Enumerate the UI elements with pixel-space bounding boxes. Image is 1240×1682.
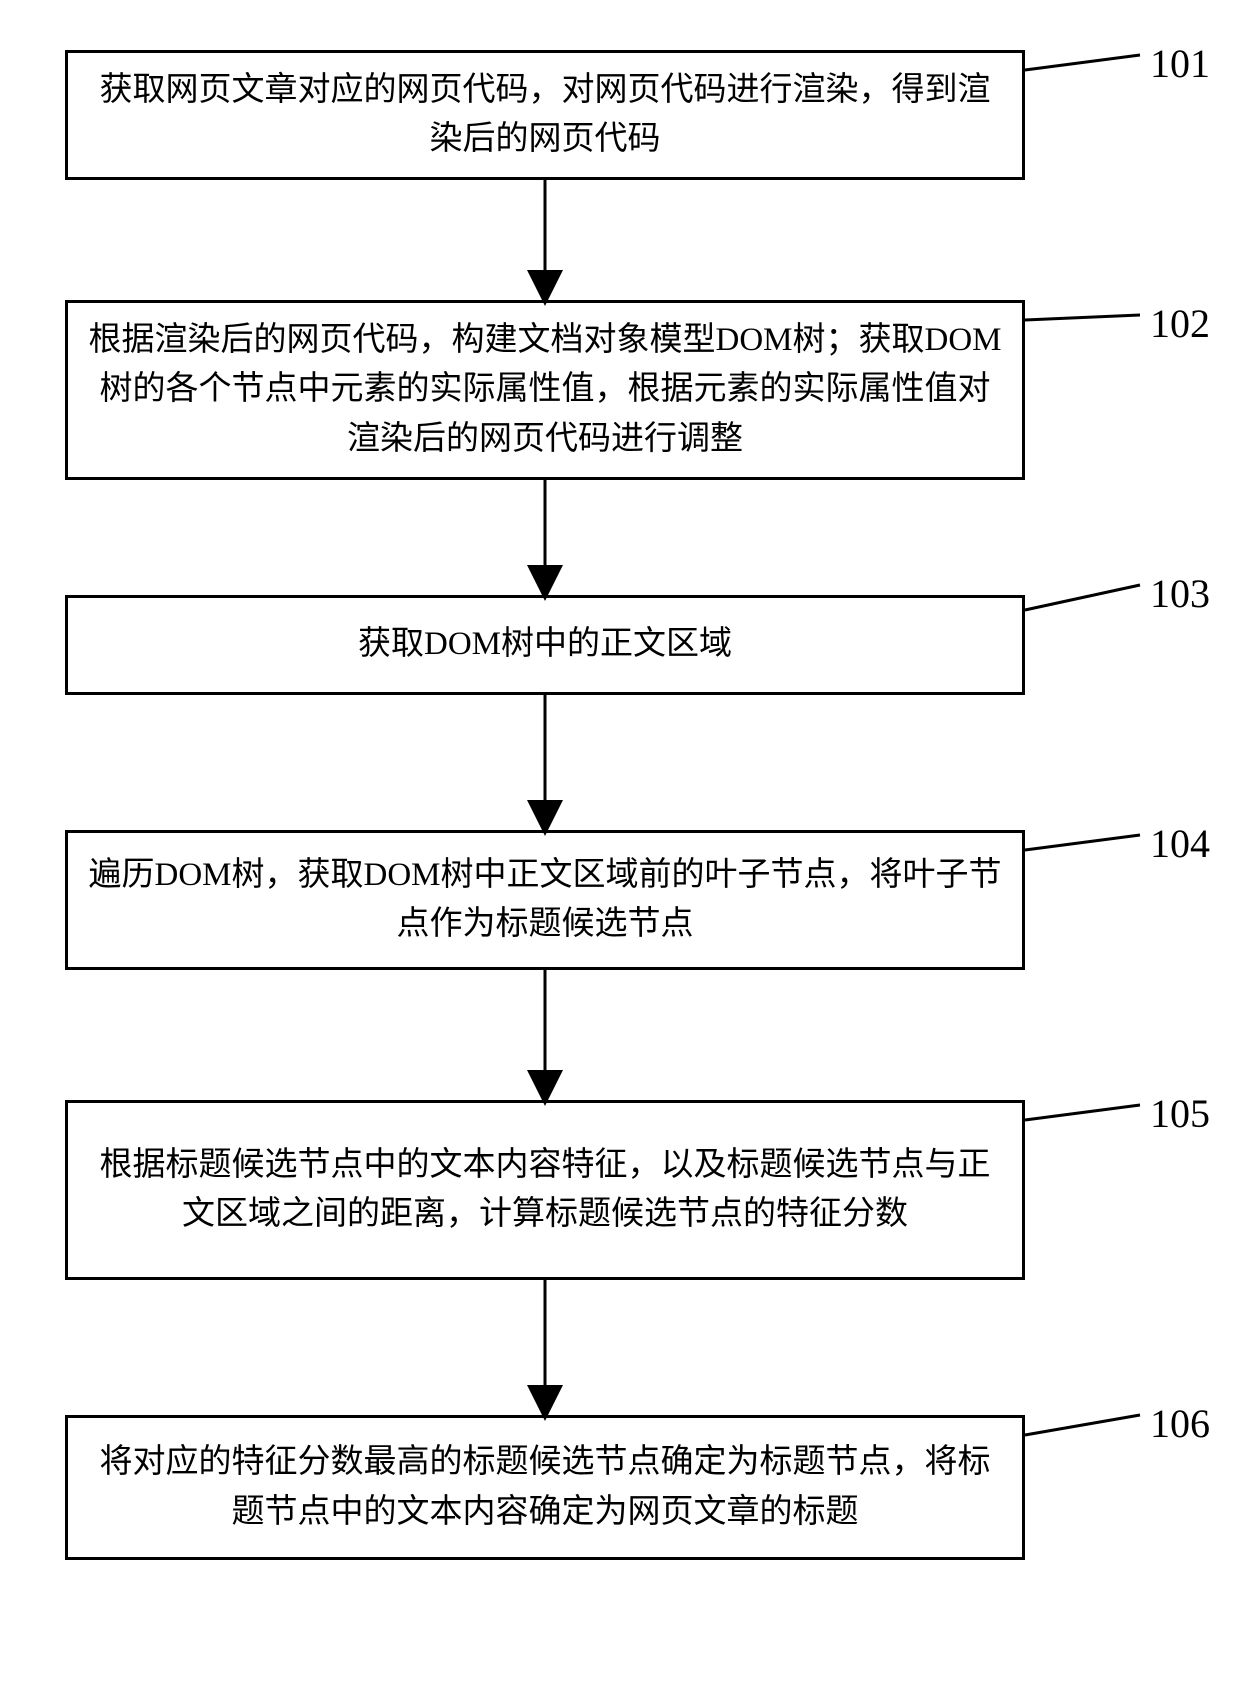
flow-node-103: 获取DOM树中的正文区域 [65,595,1025,695]
flow-node-102: 根据渲染后的网页代码，构建文档对象模型DOM树；获取DOM树的各个节点中元素的实… [65,300,1025,480]
flow-node-101: 获取网页文章对应的网页代码，对网页代码进行渲染，得到渲染后的网页代码 [65,50,1025,180]
flow-node-text: 将对应的特征分数最高的标题候选节点确定为标题节点，将标题节点中的文本内容确定为网… [88,1438,1002,1537]
step-label-103: 103 [1150,570,1210,617]
step-label-text: 101 [1150,41,1210,86]
step-label-105: 105 [1150,1090,1210,1137]
flow-node-104: 遍历DOM树，获取DOM树中正文区域前的叶子节点，将叶子节点作为标题候选节点 [65,830,1025,970]
flow-node-text: 根据标题候选节点中的文本内容特征，以及标题候选节点与正文区域之间的距离，计算标题… [88,1141,1002,1240]
step-label-text: 104 [1150,821,1210,866]
step-label-102: 102 [1150,300,1210,347]
step-label-106: 106 [1150,1400,1210,1447]
step-label-text: 103 [1150,571,1210,616]
flow-node-106: 将对应的特征分数最高的标题候选节点确定为标题节点，将标题节点中的文本内容确定为网… [65,1415,1025,1560]
flowchart-canvas: 获取网页文章对应的网页代码，对网页代码进行渲染，得到渲染后的网页代码 根据渲染后… [0,0,1240,1682]
flow-node-text: 获取网页文章对应的网页代码，对网页代码进行渲染，得到渲染后的网页代码 [88,66,1002,165]
step-label-text: 102 [1150,301,1210,346]
flow-node-text: 获取DOM树中的正文区域 [358,620,732,670]
step-label-text: 106 [1150,1401,1210,1446]
step-label-101: 101 [1150,40,1210,87]
flow-node-text: 遍历DOM树，获取DOM树中正文区域前的叶子节点，将叶子节点作为标题候选节点 [88,851,1002,950]
flow-node-text: 根据渲染后的网页代码，构建文档对象模型DOM树；获取DOM树的各个节点中元素的实… [88,316,1002,465]
step-label-text: 105 [1150,1091,1210,1136]
flow-node-105: 根据标题候选节点中的文本内容特征，以及标题候选节点与正文区域之间的距离，计算标题… [65,1100,1025,1280]
step-label-104: 104 [1150,820,1210,867]
